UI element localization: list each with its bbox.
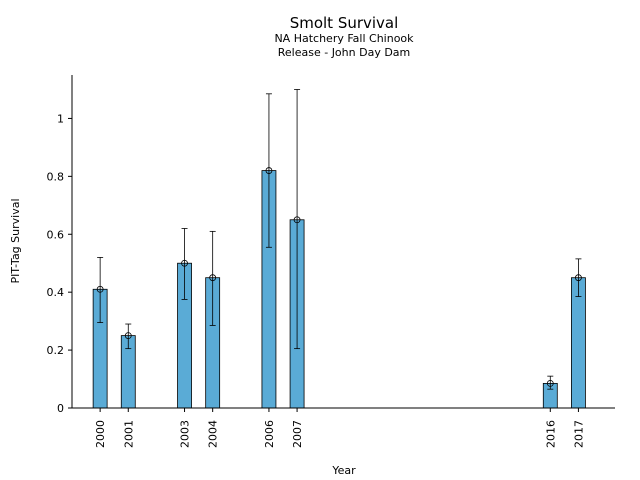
y-tick-label-3: 0.6: [47, 228, 65, 241]
point-marker-2007: [293, 216, 301, 224]
point-marker-2004: [209, 274, 217, 282]
x-tick-label-2003: 2003: [179, 420, 192, 448]
chart-subtitle-line-1: NA Hatchery Fall Chinook: [274, 32, 414, 45]
chart-title: Smolt Survival: [290, 14, 399, 32]
chart-marks: [92, 89, 586, 409]
x-tick-label-2001: 2001: [122, 420, 135, 448]
point-marker-2001: [124, 332, 132, 340]
x-tick-label-2004: 2004: [207, 420, 220, 448]
y-tick-label-2: 0.4: [47, 286, 65, 299]
point-marker-2017: [575, 274, 582, 282]
point-marker-2000: [96, 285, 104, 293]
x-tick-label-2006: 2006: [263, 420, 276, 448]
x-tick-label-2017: 2017: [572, 420, 585, 448]
y-tick-label-5: 1: [57, 112, 64, 125]
x-tick-label-2007: 2007: [291, 420, 304, 448]
x-tick-label-2016: 2016: [544, 420, 557, 448]
bar-2017: [571, 277, 586, 409]
x-axis-label: Year: [331, 464, 356, 477]
y-tick-label-1: 0.2: [47, 344, 65, 357]
point-marker-2016: [546, 379, 554, 387]
y-tick-label-0: 0: [57, 402, 64, 415]
y-axis-label: PIT-Tag Survival: [9, 198, 22, 283]
x-tick-label-2000: 2000: [94, 420, 107, 448]
point-marker-2006: [265, 167, 273, 174]
y-axis-ticks: 0 0.2 0.4 0.6 0.8 1: [47, 112, 72, 415]
chart-subtitle-line-2: Release - John Day Dam: [278, 46, 411, 59]
x-axis-ticks: 2000 2001 2003 2004 2006 2007 2016 2017: [94, 408, 585, 448]
point-marker-2003: [181, 259, 188, 267]
y-tick-label-4: 0.8: [47, 170, 65, 183]
